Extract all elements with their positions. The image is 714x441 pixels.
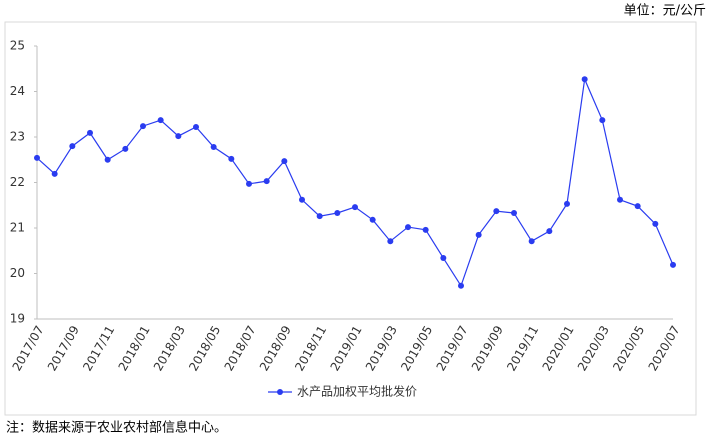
data-point [352, 204, 358, 211]
x-tick-label: 2020/07 [646, 323, 683, 373]
x-tick-label: 2017/11 [80, 323, 117, 373]
chart-frame [4, 21, 697, 416]
data-point [228, 155, 235, 162]
x-tick-label: 2019/09 [469, 323, 506, 373]
y-tick-label: 23 [10, 130, 25, 144]
data-point [175, 133, 182, 140]
x-tick-label: 2018/01 [116, 323, 153, 373]
y-tick-label: 21 [10, 221, 25, 235]
data-point [493, 208, 500, 215]
x-tick-label: 2017/09 [45, 323, 82, 373]
x-tick-label: 2019/07 [434, 323, 471, 373]
legend-marker [277, 389, 283, 395]
data-point [87, 129, 93, 136]
data-point [69, 143, 76, 150]
x-tick-label: 2019/11 [504, 323, 541, 373]
data-point [369, 216, 376, 223]
data-point [440, 255, 447, 262]
data-point [299, 196, 305, 203]
y-tick-label: 24 [10, 84, 25, 98]
x-tick-label: 2020/05 [610, 323, 647, 373]
x-tick-label: 2018/07 [222, 323, 259, 373]
unit-label: 单位：元/公斤 [624, 4, 706, 19]
x-tick-label: 2018/03 [151, 323, 188, 373]
x-tick-label: 2020/01 [540, 323, 577, 373]
y-tick-label: 20 [10, 266, 25, 280]
data-point [617, 196, 623, 203]
data-point [210, 144, 217, 151]
legend-label: 水产品加权平均批发价 [297, 384, 417, 399]
x-tick-label: 2018/09 [257, 323, 294, 373]
footnote: 注：数据来源于农业农村部信息中心。 [6, 420, 227, 436]
data-point [634, 203, 641, 210]
y-tick-label: 19 [10, 312, 25, 326]
data-point [670, 261, 676, 268]
data-point [458, 282, 464, 289]
data-point [246, 180, 252, 187]
data-point [140, 123, 146, 130]
data-point [581, 76, 588, 83]
x-tick-label: 2019/01 [328, 323, 365, 373]
data-point [564, 200, 570, 207]
data-point [599, 117, 606, 124]
x-tick-label: 2017/07 [10, 323, 47, 373]
data-point [157, 117, 164, 124]
data-point [316, 213, 323, 220]
data-point [422, 226, 429, 233]
x-tick-label: 2020/03 [575, 323, 612, 373]
data-point [528, 238, 535, 245]
data-point [104, 156, 111, 163]
x-tick-label: 2019/05 [398, 323, 435, 373]
data-point [405, 224, 411, 231]
x-tick-label: 2018/05 [186, 323, 223, 373]
data-point [281, 158, 288, 165]
data-point [546, 228, 553, 235]
data-point [51, 170, 58, 177]
data-point [511, 209, 517, 216]
data-point [263, 178, 270, 185]
data-point [652, 220, 659, 227]
x-tick-label: 2018/11 [292, 323, 329, 373]
data-point [387, 238, 394, 245]
data-point [193, 123, 199, 130]
data-point [475, 231, 482, 238]
x-tick-label: 2019/03 [363, 323, 400, 373]
y-tick-label: 25 [10, 39, 25, 53]
data-point [334, 209, 341, 216]
y-tick-label: 22 [10, 175, 25, 189]
data-point [122, 145, 129, 152]
data-point [34, 154, 40, 161]
series-line [36, 77, 674, 288]
